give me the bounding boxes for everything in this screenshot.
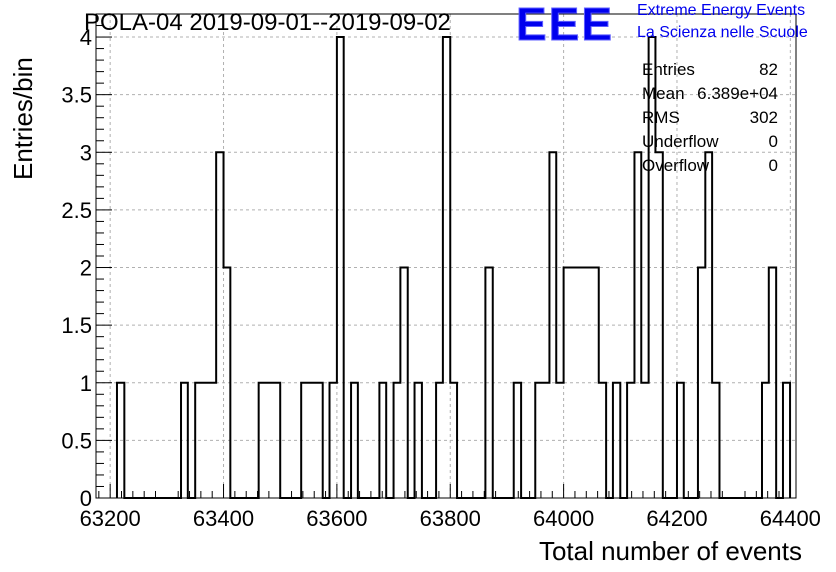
stat-value: 82 — [759, 60, 778, 79]
logo-line-1: Extreme Energy Events — [637, 2, 806, 19]
stat-row-entries: Entries 82 — [640, 60, 780, 84]
histogram-bin — [705, 152, 712, 498]
histogram-bin — [216, 152, 223, 498]
x-tick-label: 64200 — [646, 506, 707, 531]
stat-name: Mean — [642, 84, 685, 103]
histogram-bin — [514, 383, 521, 498]
histogram-bin — [259, 383, 281, 498]
histogram-bin — [556, 383, 563, 498]
logo-line-2: La Scienza nelle Scuole — [637, 24, 808, 41]
histogram-bin — [400, 268, 407, 498]
y-tick-label: 3 — [80, 140, 92, 165]
histogram-bin — [783, 383, 790, 498]
histogram-bin — [564, 268, 599, 498]
stat-name: RMS — [642, 108, 680, 127]
stat-row-underflow: Underflow 0 — [640, 132, 780, 156]
x-tick-label: 63400 — [193, 506, 254, 531]
stat-row-rms: RMS 302 — [640, 108, 780, 132]
y-tick-label: 0.5 — [61, 428, 92, 453]
y-tick-label: 0 — [80, 486, 92, 511]
histogram-bin — [337, 37, 344, 498]
stat-value: 6.389e+04 — [697, 84, 778, 103]
histogram-bin — [599, 383, 606, 498]
x-tick-label: 64400 — [760, 506, 821, 531]
histogram-bin — [641, 383, 648, 498]
histogram-bin — [712, 383, 719, 498]
histogram-bin — [181, 383, 188, 498]
x-tick-label: 63800 — [420, 506, 481, 531]
histogram-bin — [634, 152, 641, 498]
stat-value: 0 — [768, 132, 778, 151]
stat-name: Underflow — [642, 132, 719, 151]
stat-value: 302 — [749, 108, 778, 127]
y-tick-label: 1.5 — [61, 313, 92, 338]
histogram-bin — [450, 383, 457, 498]
histogram-bin — [301, 383, 323, 498]
x-tick-label: 63200 — [80, 506, 141, 531]
histogram-bin — [330, 383, 337, 498]
y-tick-label: 3.5 — [61, 83, 92, 108]
histogram-outline — [115, 36, 792, 499]
histogram-bin — [627, 383, 634, 498]
histogram-bin — [762, 383, 769, 498]
histogram-bin — [195, 383, 216, 498]
histogram-bin — [698, 268, 705, 498]
histogram-bin — [443, 37, 450, 498]
histogram-bin — [769, 268, 776, 498]
histogram-bin — [655, 152, 662, 498]
histogram-bin — [535, 383, 549, 498]
x-axis-label: Total number of events — [538, 536, 802, 566]
eee-logo-letters: EEE — [516, 2, 614, 44]
histogram-bin — [117, 383, 124, 498]
stat-name: Entries — [642, 60, 695, 79]
y-tick-label: 2.5 — [61, 198, 92, 223]
histogram-bin — [379, 383, 386, 498]
histogram-bin — [415, 383, 422, 498]
histogram-bin — [351, 383, 358, 498]
histogram-bin — [677, 383, 684, 498]
histogram-bin — [549, 152, 556, 498]
histogram-bin — [394, 383, 401, 498]
stats-box: Entries 82 Mean 6.389e+04 RMS 302 Underf… — [640, 60, 780, 180]
stat-row-overflow: Overflow 0 — [640, 156, 780, 180]
y-tick-label: 1 — [80, 371, 92, 396]
y-tick-label: 4 — [80, 25, 92, 50]
histogram-bin — [485, 268, 492, 498]
x-tick-label: 64000 — [533, 506, 594, 531]
y-axis-label: Entries/bin — [8, 57, 38, 180]
eee-logo: EEE — [516, 2, 614, 44]
stat-name: Overflow — [642, 156, 710, 175]
stat-row-mean: Mean 6.389e+04 — [640, 84, 780, 108]
histogram-bin — [613, 383, 620, 498]
stat-value: 0 — [768, 156, 778, 175]
y-tick-label: 2 — [80, 256, 92, 281]
histogram-bin — [436, 383, 443, 498]
chart-title: POLA-04 2019-09-01--2019-09-02 — [84, 9, 451, 36]
x-tick-label: 63600 — [306, 506, 367, 531]
histogram-bin — [224, 268, 231, 498]
